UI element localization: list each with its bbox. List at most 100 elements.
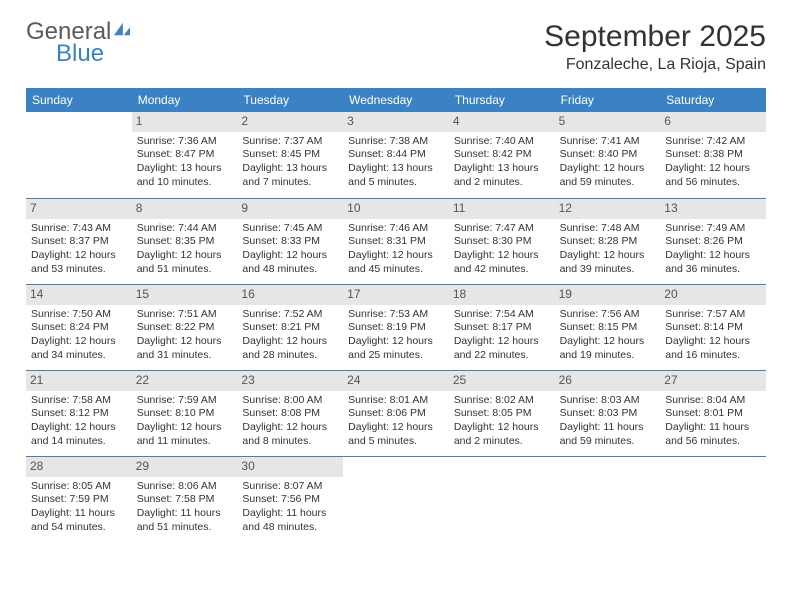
day-number: 13 [660, 199, 766, 219]
daylight-line: Daylight: 12 hours and 53 minutes. [31, 249, 127, 276]
sunrise-line: Sunrise: 7:36 AM [137, 135, 233, 149]
calendar-page: General September 2025 Fonzaleche, La Ri… [0, 0, 792, 552]
day-number: 11 [449, 199, 555, 219]
sunrise-line: Sunrise: 7:43 AM [31, 222, 127, 236]
calendar-cell [449, 456, 555, 542]
header: General September 2025 Fonzaleche, La Ri… [26, 20, 766, 74]
sunrise-line: Sunrise: 8:04 AM [665, 394, 761, 408]
daylight-line: Daylight: 13 hours and 2 minutes. [454, 162, 550, 189]
day-number: 24 [343, 371, 449, 391]
calendar-cell: 2Sunrise: 7:37 AMSunset: 8:45 PMDaylight… [237, 112, 343, 198]
sunset-line: Sunset: 8:26 PM [665, 235, 761, 249]
calendar-cell: 24Sunrise: 8:01 AMSunset: 8:06 PMDayligh… [343, 370, 449, 456]
sunset-line: Sunset: 8:37 PM [31, 235, 127, 249]
day-number: 26 [555, 371, 661, 391]
sunset-line: Sunset: 7:59 PM [31, 493, 127, 507]
calendar-body: 1Sunrise: 7:36 AMSunset: 8:47 PMDaylight… [26, 112, 766, 542]
day-number: 19 [555, 285, 661, 305]
sunset-line: Sunset: 8:05 PM [454, 407, 550, 421]
sunset-line: Sunset: 8:21 PM [242, 321, 338, 335]
sail-icon [112, 21, 132, 42]
calendar-cell [555, 456, 661, 542]
sunrise-line: Sunrise: 7:48 AM [560, 222, 656, 236]
day-number: 6 [660, 112, 766, 132]
sunset-line: Sunset: 8:14 PM [665, 321, 761, 335]
sunset-line: Sunset: 7:56 PM [242, 493, 338, 507]
calendar: SundayMondayTuesdayWednesdayThursdayFrid… [26, 88, 766, 542]
sunrise-line: Sunrise: 7:41 AM [560, 135, 656, 149]
sunrise-line: Sunrise: 7:40 AM [454, 135, 550, 149]
sunset-line: Sunset: 8:30 PM [454, 235, 550, 249]
sunset-line: Sunset: 8:28 PM [560, 235, 656, 249]
day-number: 25 [449, 371, 555, 391]
sunset-line: Sunset: 8:03 PM [560, 407, 656, 421]
daylight-line: Daylight: 12 hours and 28 minutes. [242, 335, 338, 362]
day-number: 15 [132, 285, 238, 305]
daylight-line: Daylight: 12 hours and 31 minutes. [137, 335, 233, 362]
sunrise-line: Sunrise: 7:46 AM [348, 222, 444, 236]
calendar-cell: 12Sunrise: 7:48 AMSunset: 8:28 PMDayligh… [555, 198, 661, 284]
month-title: September 2025 [544, 20, 766, 54]
day-number: 21 [26, 371, 132, 391]
sunrise-line: Sunrise: 7:45 AM [242, 222, 338, 236]
day-header: Thursday [449, 88, 555, 112]
sunrise-line: Sunrise: 8:07 AM [242, 480, 338, 494]
daylight-line: Daylight: 11 hours and 51 minutes. [137, 507, 233, 534]
sunset-line: Sunset: 8:01 PM [665, 407, 761, 421]
sunrise-line: Sunrise: 8:02 AM [454, 394, 550, 408]
sunset-line: Sunset: 8:19 PM [348, 321, 444, 335]
sunset-line: Sunset: 8:42 PM [454, 148, 550, 162]
day-header: Saturday [660, 88, 766, 112]
calendar-cell: 18Sunrise: 7:54 AMSunset: 8:17 PMDayligh… [449, 284, 555, 370]
calendar-cell: 8Sunrise: 7:44 AMSunset: 8:35 PMDaylight… [132, 198, 238, 284]
daylight-line: Daylight: 12 hours and 56 minutes. [665, 162, 761, 189]
daylight-line: Daylight: 11 hours and 56 minutes. [665, 421, 761, 448]
day-number: 27 [660, 371, 766, 391]
daylight-line: Daylight: 12 hours and 2 minutes. [454, 421, 550, 448]
sunset-line: Sunset: 8:38 PM [665, 148, 761, 162]
day-number: 17 [343, 285, 449, 305]
day-number: 23 [237, 371, 343, 391]
calendar-cell: 21Sunrise: 7:58 AMSunset: 8:12 PMDayligh… [26, 370, 132, 456]
sunrise-line: Sunrise: 7:47 AM [454, 222, 550, 236]
brand-part2b: Blue [56, 40, 132, 68]
sunrise-line: Sunrise: 7:59 AM [137, 394, 233, 408]
day-number: 4 [449, 112, 555, 132]
calendar-cell: 10Sunrise: 7:46 AMSunset: 8:31 PMDayligh… [343, 198, 449, 284]
day-number: 28 [26, 457, 132, 477]
daylight-line: Daylight: 11 hours and 54 minutes. [31, 507, 127, 534]
daylight-line: Daylight: 13 hours and 5 minutes. [348, 162, 444, 189]
day-number: 30 [237, 457, 343, 477]
sunset-line: Sunset: 8:24 PM [31, 321, 127, 335]
day-number: 20 [660, 285, 766, 305]
daylight-line: Daylight: 12 hours and 5 minutes. [348, 421, 444, 448]
day-number: 16 [237, 285, 343, 305]
day-number: 22 [132, 371, 238, 391]
day-header: Friday [555, 88, 661, 112]
calendar-cell: 28Sunrise: 8:05 AMSunset: 7:59 PMDayligh… [26, 456, 132, 542]
day-number: 1 [132, 112, 238, 132]
sunrise-line: Sunrise: 7:53 AM [348, 308, 444, 322]
calendar-cell: 3Sunrise: 7:38 AMSunset: 8:44 PMDaylight… [343, 112, 449, 198]
sunrise-line: Sunrise: 7:38 AM [348, 135, 444, 149]
day-header: Sunday [26, 88, 132, 112]
sunrise-line: Sunrise: 7:56 AM [560, 308, 656, 322]
sunrise-line: Sunrise: 7:42 AM [665, 135, 761, 149]
sunset-line: Sunset: 7:58 PM [137, 493, 233, 507]
day-number: 10 [343, 199, 449, 219]
daylight-line: Daylight: 12 hours and 36 minutes. [665, 249, 761, 276]
calendar-cell: 19Sunrise: 7:56 AMSunset: 8:15 PMDayligh… [555, 284, 661, 370]
day-number: 2 [237, 112, 343, 132]
sunset-line: Sunset: 8:35 PM [137, 235, 233, 249]
calendar-cell: 14Sunrise: 7:50 AMSunset: 8:24 PMDayligh… [26, 284, 132, 370]
sunset-line: Sunset: 8:22 PM [137, 321, 233, 335]
brand-logo-text: GeneralBlue [26, 18, 132, 68]
calendar-cell: 5Sunrise: 7:41 AMSunset: 8:40 PMDaylight… [555, 112, 661, 198]
sunset-line: Sunset: 8:33 PM [242, 235, 338, 249]
sunrise-line: Sunrise: 7:57 AM [665, 308, 761, 322]
day-number: 9 [237, 199, 343, 219]
calendar-cell [660, 456, 766, 542]
day-number: 7 [26, 199, 132, 219]
calendar-cell: 7 Sunrise: 7:43 AMSunset: 8:37 PMDaylight… [26, 198, 132, 284]
sunrise-line: Sunrise: 7:58 AM [31, 394, 127, 408]
